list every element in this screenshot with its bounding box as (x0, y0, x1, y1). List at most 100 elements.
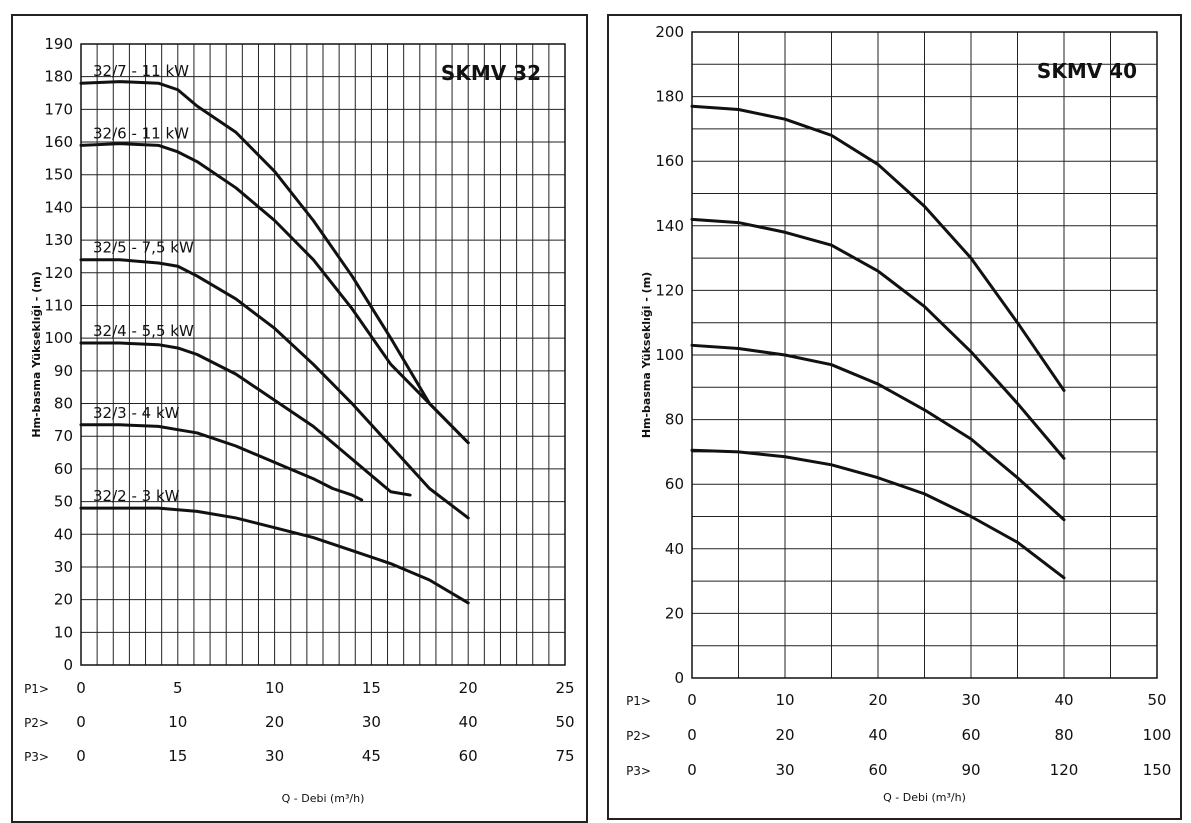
series-line (690, 343, 1066, 522)
chart-svg-skmv40: 0 20 40 60 80 100 120 140 160 180 200 P1> 0 10 20 30 40 5… (626, 23, 1172, 804)
plot-frame (80, 43, 566, 666)
y-tick-label: 40 (665, 540, 684, 558)
chart-panel-skmv40: 0 20 40 60 80 100 120 140 160 180 200 P1> 0 10 20 30 40 5… (607, 14, 1182, 820)
y-tick-label: 60 (665, 475, 684, 493)
x-tick-label: 0 (76, 747, 86, 765)
x-tick-label: 60 (459, 747, 478, 765)
series-label: 32/7 - 11 kW (93, 62, 189, 80)
series-line (690, 448, 1066, 580)
x-tick-label: 30 (961, 691, 980, 709)
x-axis-label: Q - Debi (m³/h) (282, 792, 365, 805)
series-line (79, 506, 470, 605)
y-tick-label: 160 (44, 133, 73, 151)
series-line (79, 142, 470, 445)
y-tick-label: 180 (44, 68, 73, 86)
y-tick-label: 20 (54, 591, 73, 609)
y-tick-label: 160 (655, 152, 684, 170)
y-tick-label: 170 (44, 100, 73, 118)
x-scale-label: P1> (24, 682, 49, 696)
y-tick-label: 60 (54, 460, 73, 478)
x-scale-label: P2> (626, 729, 651, 743)
x-tick-label: 50 (555, 713, 574, 731)
x-tick-label: 0 (76, 679, 86, 697)
y-tick-label: 150 (44, 166, 73, 184)
x-tick-label: 30 (775, 761, 794, 779)
x-axis-label: Q - Debi (m³/h) (883, 791, 966, 804)
chart-svg-skmv32: 0102030405060708090100110120130140150160… (24, 35, 574, 805)
chart-title: SKMV 32 (441, 61, 541, 85)
x-tick-label: 10 (265, 679, 284, 697)
x-tick-label: 0 (76, 713, 86, 731)
x-tick-label: 150 (1143, 761, 1172, 779)
x-tick-label: 40 (1054, 691, 1073, 709)
series-line (79, 341, 412, 497)
x-tick-label: 10 (775, 691, 794, 709)
x-tick-label: 20 (265, 713, 284, 731)
series-line (690, 217, 1066, 460)
x-tick-label: 50 (1147, 691, 1166, 709)
y-tick-label: 120 (655, 281, 684, 299)
y-tick-label: 30 (54, 558, 73, 576)
x-tick-label: 0 (687, 726, 697, 744)
x-tick-label: 0 (687, 691, 697, 709)
x-tick-label: 15 (168, 747, 187, 765)
x-tick-label: 5 (173, 679, 183, 697)
x-tick-label: 20 (459, 679, 478, 697)
y-tick-label: 40 (54, 525, 73, 543)
y-tick-label: 180 (655, 88, 684, 106)
series-line (79, 258, 470, 520)
x-tick-label: 100 (1143, 726, 1172, 744)
x-tick-label: 15 (362, 679, 381, 697)
x-tick-label: 60 (868, 761, 887, 779)
x-tick-label: 60 (961, 726, 980, 744)
y-tick-label: 100 (44, 329, 73, 347)
x-tick-label: 40 (868, 726, 887, 744)
x-tick-label: 45 (362, 747, 381, 765)
x-tick-label: 0 (687, 761, 697, 779)
x-tick-label: 40 (459, 713, 478, 731)
y-tick-label: 200 (655, 23, 684, 41)
x-tick-label: 10 (168, 713, 187, 731)
chart-title: SKMV 40 (1037, 59, 1137, 83)
x-scale-label: P1> (626, 694, 651, 708)
x-tick-label: 25 (555, 679, 574, 697)
series-label: 32/6 - 11 kW (93, 124, 189, 142)
x-tick-label: 20 (775, 726, 794, 744)
series-label: 32/5 - 7,5 kW (93, 239, 194, 257)
y-tick-label: 80 (54, 395, 73, 413)
series-line (79, 423, 364, 502)
y-tick-label: 190 (44, 35, 73, 53)
series-label: 32/2 - 3 kW (93, 487, 180, 505)
x-tick-label: 90 (961, 761, 980, 779)
x-tick-label: 30 (362, 713, 381, 731)
y-tick-label: 80 (665, 411, 684, 429)
y-axis-label: Hm-basma Yükseklıği - (m) (640, 272, 653, 438)
y-tick-label: 100 (655, 346, 684, 364)
y-axis-label: Hm-basma Yükseklıği - (m) (30, 271, 43, 437)
x-scale-label: P3> (626, 764, 651, 778)
grid (691, 31, 1158, 679)
y-tick-label: 120 (44, 264, 73, 282)
series-line (690, 104, 1066, 393)
y-tick-label: 10 (54, 623, 73, 641)
x-scale-label: P2> (24, 716, 49, 730)
series-label: 32/3 - 4 kW (93, 404, 180, 422)
y-tick-label: 0 (63, 656, 73, 674)
y-tick-label: 140 (655, 217, 684, 235)
y-tick-label: 140 (44, 198, 73, 216)
y-tick-label: 70 (54, 427, 73, 445)
x-tick-label: 80 (1054, 726, 1073, 744)
x-tick-label: 120 (1050, 761, 1079, 779)
y-tick-label: 0 (674, 669, 684, 687)
y-tick-label: 50 (54, 493, 73, 511)
x-scale-label: P3> (24, 750, 49, 764)
y-tick-label: 110 (44, 296, 73, 314)
x-tick-label: 75 (555, 747, 574, 765)
series-line (79, 80, 470, 445)
x-tick-label: 20 (868, 691, 887, 709)
y-tick-label: 130 (44, 231, 73, 249)
y-tick-label: 90 (54, 362, 73, 380)
plot-frame (691, 31, 1158, 679)
chart-panel-skmv32: 0 10 20 30 40 50 60 70 80 90 100 110 120 130 140 150 160… (11, 14, 588, 823)
series-label: 32/4 - 5,5 kW (93, 322, 194, 340)
